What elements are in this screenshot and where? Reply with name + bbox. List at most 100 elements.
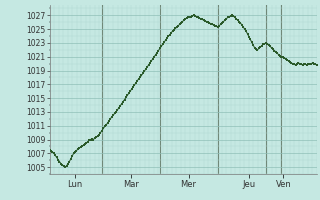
Point <box>215 25 220 29</box>
Point <box>174 25 180 29</box>
Point <box>155 51 160 54</box>
Point <box>58 162 63 165</box>
Point <box>303 63 308 66</box>
Point <box>159 45 164 48</box>
Point <box>266 43 271 47</box>
Point <box>148 61 153 65</box>
Point <box>54 156 59 159</box>
Point <box>220 21 225 25</box>
Point <box>265 42 270 45</box>
Point <box>262 42 267 45</box>
Point <box>197 17 202 20</box>
Point <box>177 23 182 26</box>
Point <box>70 154 75 158</box>
Point <box>249 41 254 44</box>
Point <box>279 55 284 58</box>
Point <box>82 143 87 146</box>
Point <box>122 98 127 101</box>
Point <box>253 48 259 51</box>
Point <box>187 15 192 18</box>
Point <box>224 17 229 20</box>
Point <box>210 23 215 26</box>
Point <box>126 92 131 95</box>
Point <box>207 21 212 25</box>
Point <box>252 46 257 49</box>
Point <box>313 63 318 66</box>
Point <box>162 41 167 44</box>
Point <box>255 48 260 51</box>
Point <box>90 137 95 140</box>
Point <box>173 27 178 30</box>
Point <box>48 149 53 152</box>
Point <box>263 41 268 45</box>
Point <box>135 79 140 82</box>
Point <box>71 152 76 155</box>
Point <box>102 125 107 128</box>
Point <box>139 74 144 77</box>
Point <box>98 131 103 134</box>
Point <box>109 115 114 118</box>
Point <box>97 133 102 136</box>
Point <box>300 63 305 67</box>
Point <box>65 162 70 165</box>
Point <box>229 14 235 17</box>
Point <box>179 21 184 25</box>
Point <box>287 61 292 64</box>
Point <box>142 70 147 73</box>
Point <box>297 62 302 65</box>
Point <box>107 119 112 122</box>
Point <box>166 34 171 38</box>
Point <box>56 158 61 161</box>
Point <box>304 63 309 67</box>
Point <box>227 15 232 18</box>
Point <box>124 96 129 99</box>
Point <box>63 166 68 169</box>
Point <box>239 23 244 27</box>
Point <box>150 57 156 60</box>
Point <box>293 63 298 67</box>
Point <box>104 123 109 127</box>
Point <box>311 62 316 65</box>
Point <box>307 62 312 65</box>
Point <box>140 72 146 75</box>
Point <box>119 102 124 105</box>
Point <box>203 19 208 22</box>
Point <box>153 53 158 56</box>
Point <box>61 165 66 168</box>
Point <box>75 148 80 151</box>
Point <box>277 54 283 58</box>
Point <box>57 160 62 163</box>
Point <box>260 43 266 46</box>
Point <box>128 90 133 93</box>
Point <box>95 134 100 138</box>
Point <box>152 55 157 58</box>
Point <box>242 28 247 31</box>
Point <box>105 121 110 125</box>
Point <box>282 57 287 60</box>
Point <box>235 19 240 22</box>
Point <box>133 81 138 85</box>
Point <box>64 164 69 167</box>
Point <box>272 49 277 52</box>
Point <box>116 106 121 109</box>
Point <box>308 62 314 65</box>
Point <box>238 21 243 25</box>
Point <box>301 62 307 65</box>
Point <box>81 143 86 147</box>
Point <box>269 46 274 49</box>
Point <box>132 83 137 87</box>
Point <box>236 20 242 23</box>
Point <box>143 68 148 71</box>
Point <box>149 59 154 62</box>
Point <box>184 17 189 20</box>
Point <box>77 146 82 149</box>
Point <box>201 19 206 22</box>
Point <box>294 62 300 65</box>
Point <box>156 49 161 52</box>
Point <box>194 15 199 18</box>
Point <box>50 150 55 154</box>
Point <box>234 17 239 20</box>
Point <box>188 15 194 18</box>
Point <box>191 14 196 17</box>
Point <box>208 22 213 25</box>
